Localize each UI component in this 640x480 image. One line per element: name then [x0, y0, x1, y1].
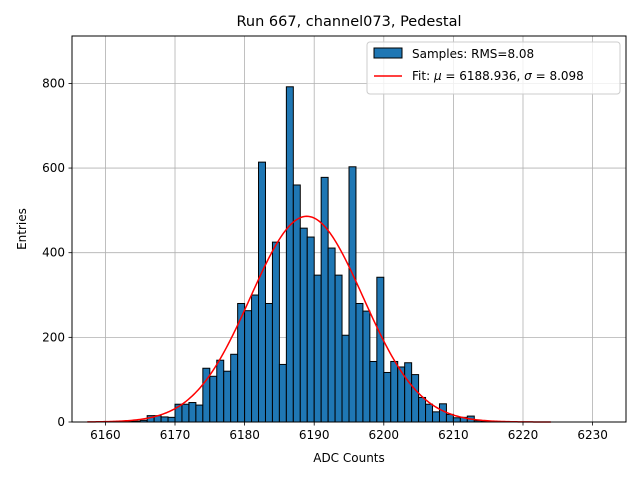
histogram-bar: [278, 363, 287, 423]
histogram-bar: [445, 413, 454, 423]
histogram-bar: [320, 176, 329, 423]
plot-frame: [71, 35, 627, 423]
histogram-bar: [251, 294, 260, 423]
histogram-bar: [160, 416, 169, 423]
legend-fit-sigma-symbol: σ: [524, 69, 532, 83]
histogram-bar: [258, 161, 266, 423]
y-tick-label: 200: [42, 330, 65, 344]
histogram-bar: [209, 375, 218, 423]
histogram-bar: [244, 310, 253, 423]
histogram-bar: [404, 362, 413, 423]
chart-title: Run 667, channel073, Pedestal: [236, 14, 461, 30]
fit-curve-layer: [87, 215, 551, 423]
histogram-bar: [432, 411, 440, 423]
histogram-bar: [376, 276, 385, 423]
x-tick-label: 6210: [438, 428, 469, 442]
legend-fit-sigma-text: = 8.098: [532, 69, 584, 83]
legend-fit-mu-text: = 6188.936,: [442, 69, 525, 83]
legend: Samples: RMS=8.08 Fit: μ = 6188.936, σ =…: [366, 41, 621, 95]
histogram-bar: [299, 227, 308, 423]
histogram-bar: [438, 403, 447, 423]
legend-label-fit: Fit: μ = 6188.936, σ = 8.098: [412, 69, 584, 83]
x-tick-label: 6160: [90, 428, 121, 442]
histogram-bar: [334, 274, 343, 423]
x-tick-label: 6200: [369, 428, 400, 442]
legend-swatch-samples: [373, 47, 403, 59]
histogram-bar: [369, 360, 378, 423]
histogram-bar: [264, 302, 273, 423]
y-tick-label: 400: [42, 246, 65, 260]
histogram-bar: [341, 334, 350, 423]
histogram-bar: [313, 274, 322, 423]
y-axis-label: Entries: [15, 208, 29, 250]
y-tick-label: 0: [57, 415, 65, 429]
histogram-bar: [285, 86, 294, 423]
histogram-bar: [362, 310, 371, 423]
x-axis-label: ADC Counts: [313, 451, 385, 465]
y-tick-label: 600: [42, 161, 65, 175]
histogram-bars: [125, 86, 510, 423]
histogram-bar: [411, 374, 420, 423]
histogram-bar: [216, 359, 225, 423]
legend-fit-mu-symbol: μ: [433, 69, 442, 83]
histogram-bar: [452, 417, 461, 423]
axis-ticks: 6160 6170 6180 6190 6200 6210 6220 6230 0 200 400 6…: [42, 76, 608, 442]
x-tick-label: 6220: [508, 428, 539, 442]
histogram-bar: [355, 302, 364, 423]
histogram-bar: [195, 404, 204, 423]
histogram-bar: [223, 370, 232, 423]
histogram-bar: [271, 241, 280, 423]
histogram-bar: [418, 396, 427, 423]
histogram-bar: [383, 371, 392, 423]
histogram-bar: [327, 247, 336, 423]
x-tick-label: 6170: [160, 428, 191, 442]
histogram-bar: [425, 403, 434, 423]
histogram-bar: [167, 416, 176, 423]
y-tick-label: 800: [42, 76, 65, 90]
histogram-bar: [306, 236, 315, 423]
x-tick-label: 6190: [299, 428, 330, 442]
histogram-bar: [230, 353, 239, 423]
x-tick-label: 6180: [229, 428, 260, 442]
gaussian-fit-curve: [87, 215, 551, 423]
legend-box: [366, 41, 621, 95]
legend-fit-prefix: Fit:: [412, 69, 434, 83]
histogram-bar: [188, 402, 197, 423]
histogram-bar: [181, 403, 190, 423]
histogram-bar: [348, 166, 357, 423]
legend-label-samples: Samples: RMS=8.08: [412, 47, 534, 61]
x-tick-label: 6230: [577, 428, 608, 442]
histogram-bar: [390, 360, 399, 423]
